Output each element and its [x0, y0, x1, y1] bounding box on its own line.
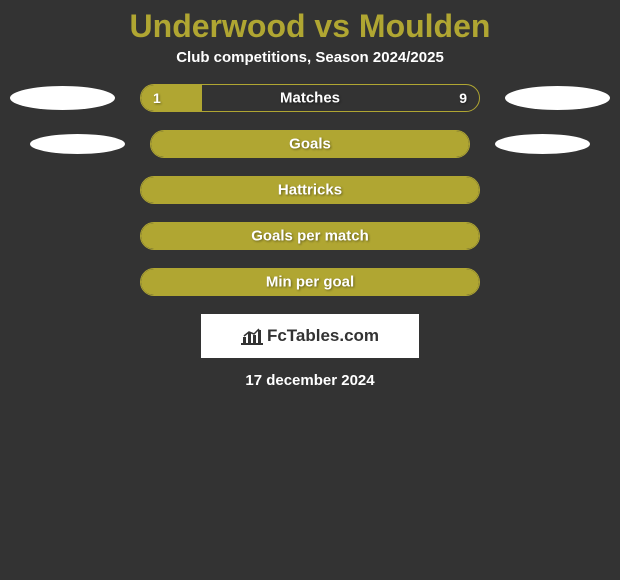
subtitle: Club competitions, Season 2024/2025: [0, 49, 620, 84]
player-right-oval: [505, 86, 610, 110]
center-bars: Hattricks Goals per match Min per goal: [140, 176, 480, 296]
logo-box: FcTables.com: [201, 314, 419, 358]
goals-per-match-bar: Goals per match: [140, 222, 480, 250]
hattricks-label: Hattricks: [141, 182, 479, 199]
player-left-oval-small: [30, 134, 125, 154]
player-right-oval-small: [495, 134, 590, 154]
hattricks-bar: Hattricks: [140, 176, 480, 204]
stat-row-matches: 1 Matches 9: [10, 84, 610, 112]
date-text: 17 december 2024: [0, 372, 620, 389]
page-title: Underwood vs Moulden: [0, 0, 620, 49]
chart-icon: [241, 327, 263, 345]
stat-row-hattricks: Hattricks: [140, 176, 480, 204]
goals-bar: Goals: [150, 130, 470, 158]
stat-row-min-per-goal: Min per goal: [140, 268, 480, 296]
logo: FcTables.com: [241, 326, 379, 346]
stat-row-goals: Goals: [10, 130, 610, 158]
matches-bar: 1 Matches 9: [140, 84, 480, 112]
player-left-oval: [10, 86, 115, 110]
min-per-goal-bar: Min per goal: [140, 268, 480, 296]
stat-row-goals-per-match: Goals per match: [140, 222, 480, 250]
logo-text: FcTables.com: [267, 326, 379, 346]
matches-label: Matches: [141, 90, 479, 107]
goals-per-match-label: Goals per match: [141, 228, 479, 245]
goals-label: Goals: [151, 136, 469, 153]
stats-container: 1 Matches 9 Goals Hattricks Goals per ma…: [0, 84, 620, 296]
matches-value-right: 9: [459, 90, 467, 106]
min-per-goal-label: Min per goal: [141, 274, 479, 291]
